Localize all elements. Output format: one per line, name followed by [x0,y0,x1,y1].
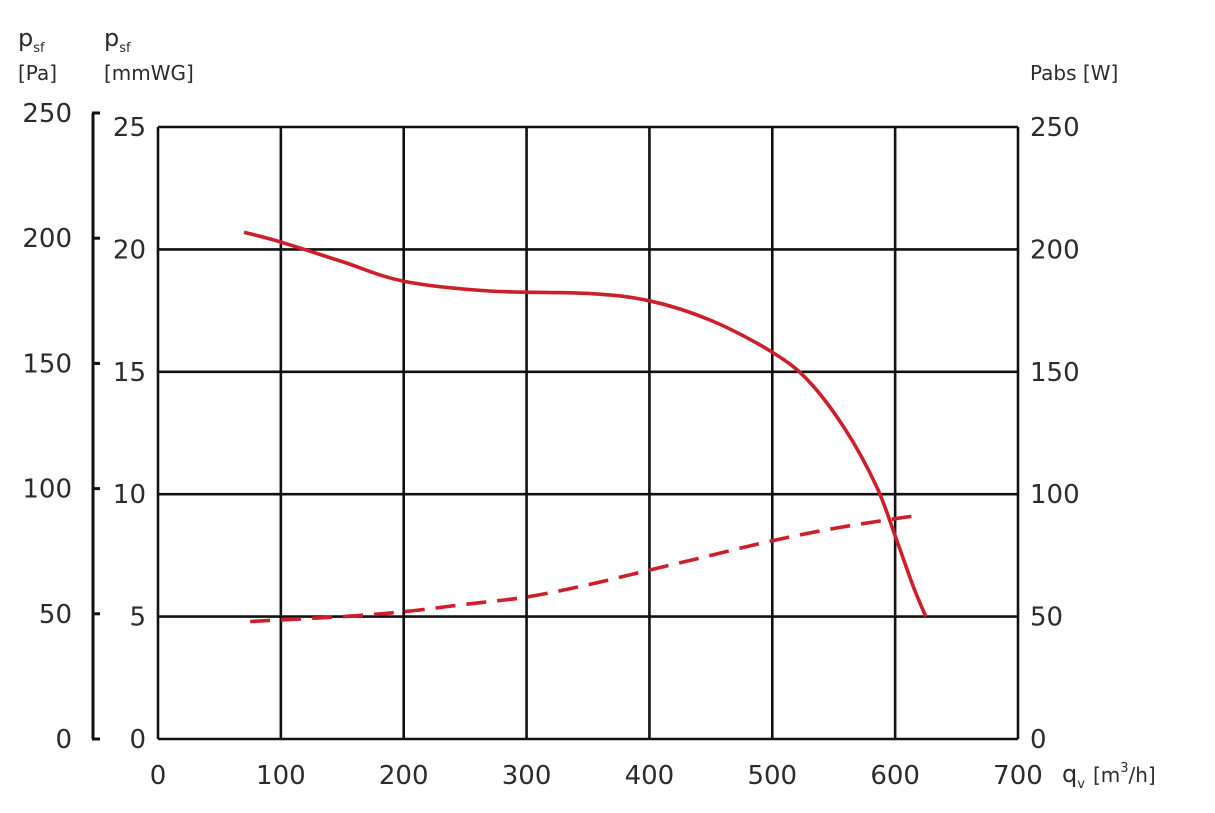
y-right-tick-label: 200 [1030,235,1080,265]
y-right-tick-label: 0 [1030,725,1047,755]
y-axis-mmwg-unit: [mmWG] [104,61,194,85]
y-pa-tick-label: 200 [22,224,72,254]
pressure-curve-solid [243,230,928,618]
y-mmwg-tick-label: 20 [113,235,146,265]
y-mmwg-tick-label: 5 [129,603,146,633]
y-pa-tick-label: 100 [22,475,72,505]
y-mmwg-tick-label: 10 [113,480,146,510]
y-right-tick-label: 100 [1030,480,1080,510]
y-mmwg-tick-label: 15 [113,358,146,388]
x-tick-label: 100 [256,761,306,791]
axes [91,111,100,741]
y-right-tick-label: 50 [1030,603,1063,633]
y-pa-tick-label: 50 [39,600,72,630]
y-axis-right-title: Pabs [W] [1030,61,1118,85]
x-tick-label: 300 [502,761,552,791]
y-axis-pa-unit: [Pa] [18,61,57,85]
x-tick-label: 0 [150,761,167,791]
grid [156,125,1020,741]
tick-labels: 0 100 200 300 400 500 600 700051015202505010015… [22,99,1079,791]
x-tick-label: 500 [747,761,797,791]
y-axis-pa-title: psf [18,24,45,56]
x-axis-title: qv [m3/h] [1062,760,1156,792]
x-tick-label: 400 [625,761,675,791]
curves [243,230,928,624]
y-pa-tick-label: 0 [55,725,72,755]
power-curve-dashed [250,514,914,624]
y-mmwg-tick-label: 25 [113,113,146,143]
y-right-tick-label: 150 [1030,358,1080,388]
x-tick-label: 700 [993,761,1043,791]
y-axis-mmwg-title: psf [104,24,131,56]
y-pa-tick-label: 250 [22,99,72,129]
y-pa-tick-label: 150 [22,349,72,379]
x-tick-label: 600 [870,761,920,791]
x-tick-label: 200 [379,761,429,791]
y-mmwg-tick-label: 0 [129,725,146,755]
y-right-tick-label: 250 [1030,113,1080,143]
